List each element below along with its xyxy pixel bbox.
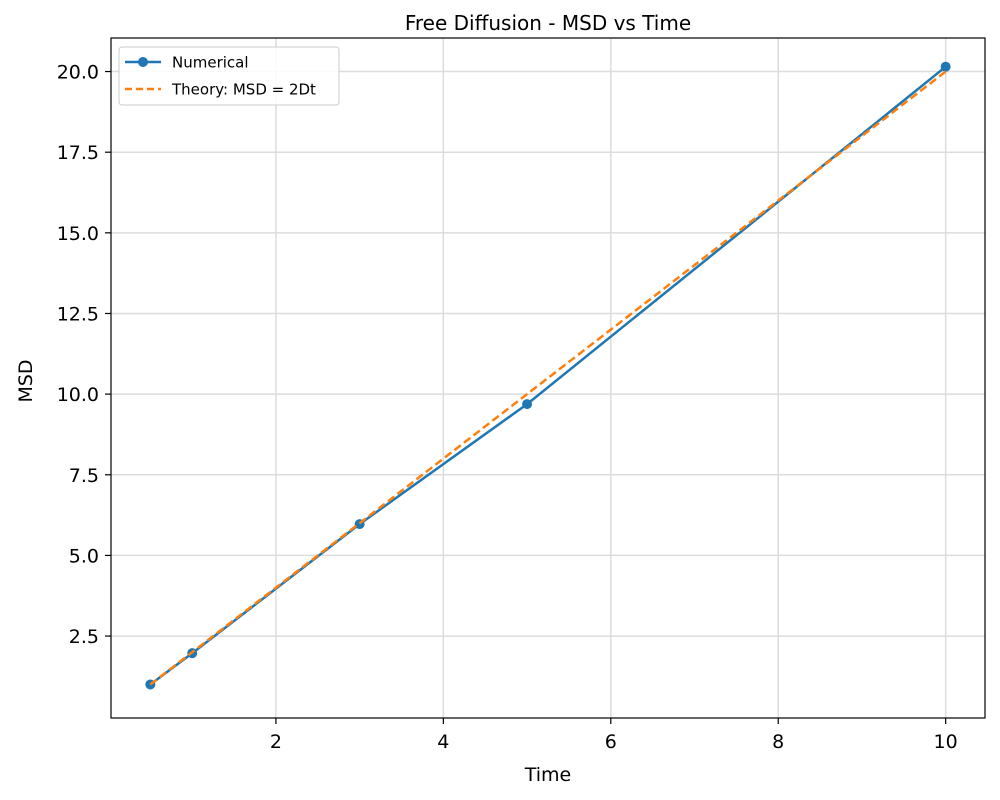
grid-layer bbox=[111, 38, 985, 718]
legend: Numerical Theory: MSD = 2Dt bbox=[118, 46, 340, 106]
series-line-theory bbox=[149, 70, 947, 686]
data-point-numerical bbox=[940, 61, 951, 72]
legend-box bbox=[118, 46, 340, 106]
chart-title: Free Diffusion - MSD vs Time bbox=[405, 11, 691, 35]
y-tick-label: 12.5 bbox=[57, 303, 99, 325]
data-point-numerical bbox=[522, 399, 533, 410]
legend-label-theory: Theory: MSD = 2Dt bbox=[171, 81, 316, 99]
y-tick-label: 20.0 bbox=[57, 62, 99, 84]
y-axis-label: MSD bbox=[15, 359, 37, 402]
x-tick-label: 2 bbox=[270, 731, 282, 753]
x-tick-label: 10 bbox=[934, 731, 958, 753]
x-tick-label: 4 bbox=[437, 731, 449, 753]
legend-label-numerical: Numerical bbox=[172, 54, 249, 72]
series-layer bbox=[145, 61, 951, 690]
y-tick-label: 10.0 bbox=[57, 384, 99, 406]
legend-marker-numerical bbox=[138, 57, 148, 67]
y-tick-label: 5.0 bbox=[69, 545, 99, 567]
y-tick-label: 17.5 bbox=[57, 142, 99, 164]
y-tick-label: 2.5 bbox=[69, 626, 99, 648]
plot-frame bbox=[110, 37, 986, 719]
x-axis-label: Time bbox=[524, 764, 572, 786]
x-tick-label: 8 bbox=[772, 731, 784, 753]
tick-layer: 2 4 6 8 10 2.5 5.0 7.5 10.0 12.5 15.0 17.5 20.0 bbox=[57, 62, 958, 753]
y-tick-label: 15.0 bbox=[57, 223, 99, 245]
y-tick-label: 7.5 bbox=[69, 465, 99, 487]
x-tick-label: 6 bbox=[605, 731, 617, 753]
